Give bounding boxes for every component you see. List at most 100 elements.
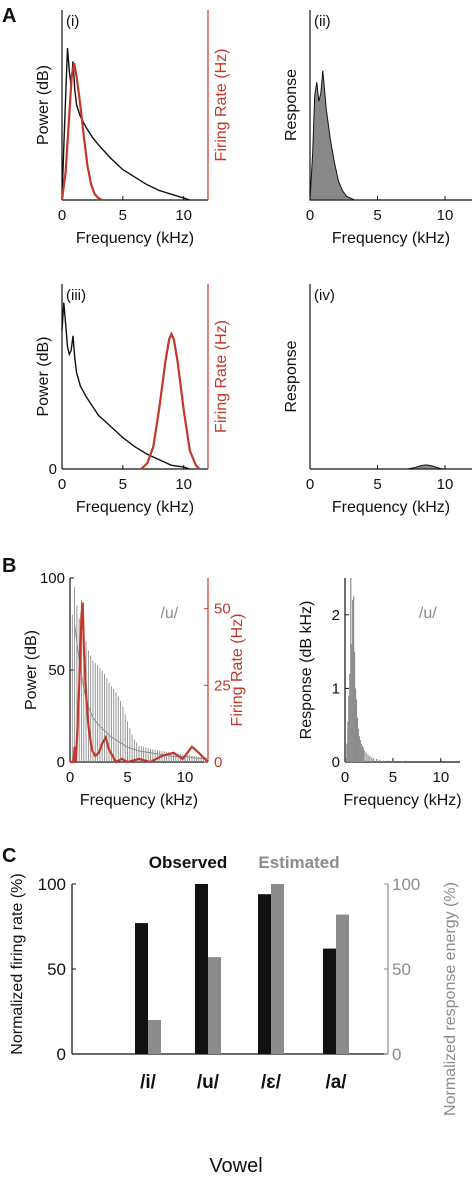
B-right-bar-18 [362,747,364,762]
A-i-xtick-label-1: 5 [119,207,127,224]
B-left-ytick-label-2: 100 [40,570,65,587]
B-right-bar-23 [371,757,373,762]
B-right-annotation: /u/ [419,605,437,622]
A-i-y-axis-right-label: Firing Rate (Hz) [213,49,230,162]
B-right-y-axis-label: Response (dB kHz) [298,601,315,740]
panel-label-C: C [2,845,16,867]
B-right-bar-15 [359,739,361,762]
B-right-bar-27 [382,760,384,762]
B-right-ytick-label-0: 0 [332,754,340,771]
B-right-bar-22 [369,756,371,762]
B-right-bar-13 [357,728,360,762]
B-right-ytick-label-2: 2 [332,607,340,624]
A-iii-ytick-label-0: 0 [49,461,57,478]
A-iii-y-axis-right-label: Firing Rate (Hz) [213,320,230,433]
A-i-xtick-label-0: 0 [58,207,66,224]
B-right-bar-11 [355,699,358,762]
B-left-annotation: /u/ [160,605,178,622]
B-right-xtick-label-0: 0 [341,769,349,786]
C-bar-estimated-1 [208,957,221,1054]
B-left-ytick-right-label-1: 25 [214,677,231,694]
C-category-label-2: /ɛ/ [261,1072,282,1093]
A-iv-x-axis-label: Frequency (kHz) [332,499,450,516]
A-ii-xtick-label-2: 10 [437,207,454,224]
B-right-bar-4 [349,673,351,762]
B-right-bar-2 [347,721,349,762]
A-ii-sublabel: (ii) [314,13,331,30]
A-iv-series-0 [407,464,443,470]
A-ii-xtick-label-1: 5 [373,207,381,224]
B-right-bar-19 [363,750,365,762]
B-left-ytick-right-label-2: 50 [214,601,231,618]
B-right-bar-16 [360,743,362,762]
B-right-bar-3 [348,695,350,762]
A-iii-xtick-label-2: 10 [175,476,192,493]
C-ytick-right-label-0: 0 [392,1045,401,1064]
A-iii-series-0 [61,302,191,470]
A-iii-series-1 [140,331,201,470]
C-ytick-label-2: 100 [38,875,66,894]
B-right-bar-12 [356,717,359,762]
C-category-label-3: /a/ [325,1072,347,1093]
C-bar-observed-2 [258,894,271,1054]
A-i-x-axis-label: Frequency (kHz) [76,230,194,247]
A-ii-series-0 [309,70,355,201]
B-left-ytick-label-1: 50 [48,662,65,679]
B-right-x-axis-label: Frequency (kHz) [343,792,461,809]
C-y-axis-right-label: Normalized response energy (%) [442,882,459,1116]
C-bar-observed-1 [195,884,208,1054]
B-left-xtick-label-1: 5 [123,769,131,786]
B-left-x-axis-label: Frequency (kHz) [80,792,198,809]
C-ytick-label-0: 0 [57,1045,66,1064]
B-left-ytick-right-label-0: 0 [214,754,222,771]
B-right-bar-25 [376,759,378,762]
A-iii-x-axis-label: Frequency (kHz) [76,499,194,516]
A-iv-xtick-label-2: 10 [437,476,454,493]
A-iii-y-axis-label: Power (dB) [35,336,52,416]
B-right-bar-28 [387,760,389,762]
B-left-y-axis-label: Power (dB) [23,630,40,710]
C-category-label-0: /i/ [140,1072,157,1093]
A-ii-y-axis-label: Response [283,69,300,141]
C-bar-observed-0 [135,923,148,1054]
B-right-bar-6 [351,644,353,762]
C-legend-estimated: Estimated [258,853,339,872]
B-right-bar-5 [350,578,352,762]
C-ytick-label-1: 50 [47,960,66,979]
A-iv-xtick-label-0: 0 [306,476,314,493]
B-left-series-0 [70,602,209,764]
B-right-bar-26 [378,759,381,762]
B-left-xtick-label-2: 10 [177,769,194,786]
A-iv-y-axis-label: Response [283,340,300,412]
C-bar-estimated-0 [148,1020,161,1054]
B-right-xtick-label-2: 10 [432,769,449,786]
B-right-xtick-label-1: 5 [389,769,397,786]
B-right-bar-10 [354,688,357,762]
B-right-bar-30 [401,761,404,762]
B-right-bar-9 [353,651,356,762]
B-left-ytick-label-0: 0 [57,754,65,771]
C-ytick-right-label-2: 100 [392,875,420,894]
C-category-label-1: /u/ [197,1072,220,1093]
A-iv-xtick-label-1: 5 [373,476,381,493]
A-i-series-0 [61,47,191,201]
C-bar-observed-3 [323,948,336,1054]
B-right-bar-0 [345,758,347,762]
C-bar-estimated-3 [336,914,349,1054]
B-right-bar-14 [358,736,360,762]
B-left-xtick-label-0: 0 [66,769,74,786]
A-i-series-1 [60,62,103,201]
B-right-ytick-label-1: 1 [332,680,340,697]
B-right-bar-24 [373,758,375,762]
C-ytick-right-label-1: 50 [392,960,411,979]
A-i-sublabel: (i) [66,13,79,30]
panel-label-B: B [2,555,16,577]
B-right-bar-1 [346,743,348,762]
C-y-axis-label: Normalized firing rate (%) [9,873,26,1054]
B-left-smooth-envelope [74,623,208,759]
A-i-xtick-label-2: 10 [175,207,192,224]
A-iv-sublabel: (iv) [314,287,335,304]
B-right-bar-29 [392,761,394,762]
